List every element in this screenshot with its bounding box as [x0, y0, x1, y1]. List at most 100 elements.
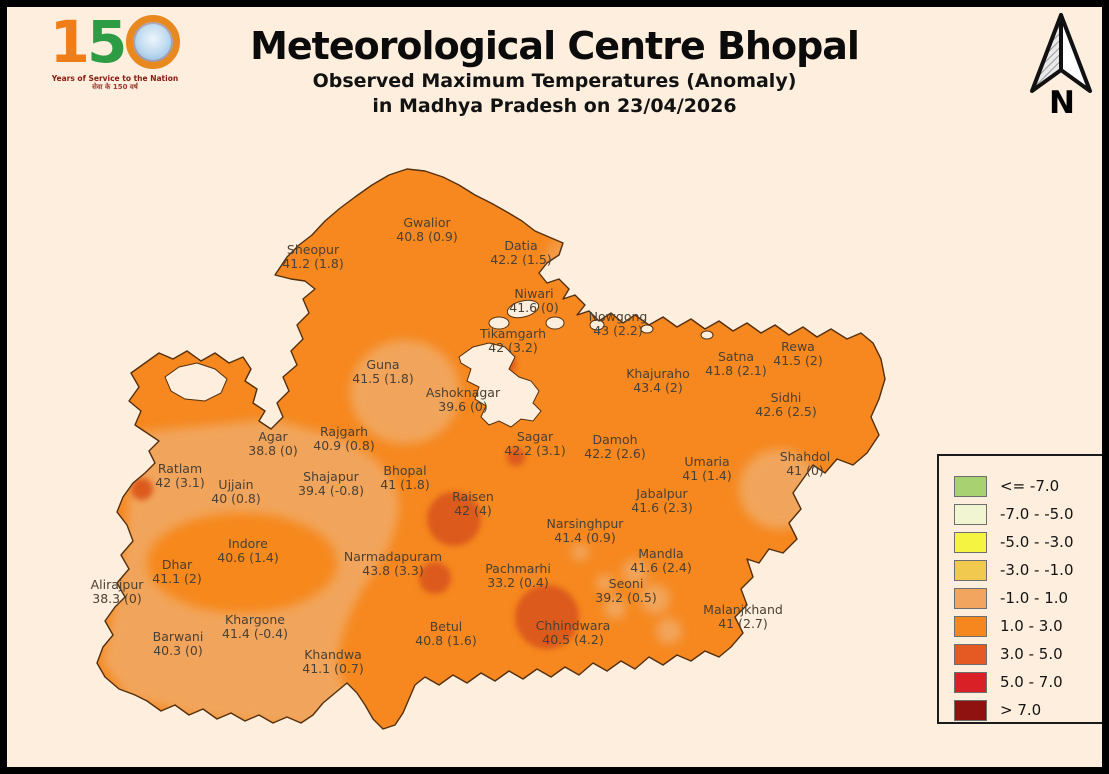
station-value: 43.8 (3.3) — [362, 563, 424, 578]
station-label: Seoni 39.2 (0.5) — [595, 577, 656, 605]
legend-swatch — [954, 531, 987, 553]
station-value: 41.2 (1.8) — [282, 256, 344, 271]
station-value: 41.6 (2.4) — [630, 560, 692, 575]
legend-row: > 7.0 — [954, 696, 1102, 724]
station-name: Dhar — [161, 557, 193, 572]
station-name: Seoni — [608, 576, 644, 591]
legend-row: 3.0 - 5.0 — [954, 640, 1102, 668]
legend-items: <= -7.0 -7.0 - -5.0 -5.0 - -3.0 -3.0 - -1.0… — [954, 472, 1102, 724]
station-value: 38.3 (0) — [92, 591, 142, 606]
station-label: Chhindwara 40.5 (4.2) — [536, 619, 611, 647]
legend-label: -1.0 - 1.0 — [1000, 589, 1069, 607]
station-value: 41.1 (0.7) — [302, 661, 364, 676]
station-labels: Sheopur 41.2 (1.8) Gwalior 40.8 (0.9) Datia 4… — [7, 7, 1102, 767]
station-name: Ratlam — [157, 461, 203, 476]
station-value: 41 (2.7) — [718, 616, 768, 631]
station-value: 41.8 (2.1) — [705, 363, 767, 378]
station-name: Ujjain — [218, 477, 254, 492]
station-label: Shajapur 39.4 (-0.8) — [298, 470, 364, 498]
station-name: Damoh — [592, 432, 638, 447]
madhya-pradesh-map — [96, 168, 886, 730]
station-label: Ashoknagar 39.6 (0) — [426, 386, 500, 414]
legend-label: -5.0 - -3.0 — [1000, 533, 1074, 551]
station-name: Umaria — [684, 454, 730, 469]
legend-row: -7.0 - -5.0 — [954, 500, 1102, 528]
station-name: Barwani — [152, 629, 204, 644]
station-value: 43.4 (2) — [633, 380, 683, 395]
station-name: Sidhi — [770, 390, 802, 405]
station-name: Agar — [258, 429, 288, 444]
station-name: Pachmarhi — [485, 561, 551, 576]
station-label: Umaria 41 (1.4) — [682, 455, 732, 483]
station-value: 41.6 (2.3) — [631, 500, 693, 515]
station-name: Indore — [228, 536, 268, 551]
legend-row: 5.0 - 7.0 — [954, 668, 1102, 696]
station-value: 41 (0) — [786, 463, 824, 478]
page-title: Meteorological Centre Bhopal — [250, 24, 860, 68]
legend-label: 1.0 - 3.0 — [1000, 617, 1063, 635]
station-name: Chhindwara — [535, 618, 611, 633]
station-name: Shajapur — [303, 469, 359, 484]
station-label: Niwari 41.6 (0) — [509, 287, 559, 315]
station-label: Alirajpur 38.3 (0) — [91, 578, 144, 606]
station-label: Bhopal 41 (1.8) — [380, 464, 430, 492]
station-value: 43 (2.2) — [593, 323, 643, 338]
logo-150-digits: 1 5 — [41, 11, 189, 73]
map-data-gaps — [164, 299, 714, 428]
legend-label: <= -7.0 — [1000, 477, 1060, 495]
legend-swatch — [954, 475, 987, 497]
station-name: Ashoknagar — [425, 385, 501, 400]
station-name: Rewa — [781, 339, 815, 354]
station-label: Betul 40.8 (1.6) — [415, 620, 476, 648]
station-value: 42.6 (2.5) — [755, 404, 817, 419]
station-name: Rajgarh — [320, 424, 368, 439]
station-value: 40.5 (4.2) — [542, 632, 604, 647]
legend-row: -3.0 - -1.0 — [954, 556, 1102, 584]
legend: <= -7.0 -7.0 - -5.0 -5.0 - -3.0 -3.0 - -1.0… — [937, 454, 1102, 724]
legend-label: > 7.0 — [1000, 701, 1042, 719]
station-label: Khajuraho 43.4 (2) — [626, 367, 690, 395]
north-arrow-icon: N — [1025, 11, 1097, 121]
station-name: Khajuraho — [626, 366, 690, 381]
station-label: Jabalpur 41.6 (2.3) — [631, 487, 692, 515]
legend-label: -3.0 - -1.0 — [1000, 561, 1074, 579]
station-name: Betul — [429, 619, 463, 634]
imd-emblem-icon — [126, 15, 181, 69]
legend-row: -1.0 - 1.0 — [954, 584, 1102, 612]
station-name: Datia — [504, 238, 538, 253]
station-value: 39.4 (-0.8) — [298, 483, 364, 498]
station-name: Guna — [366, 357, 400, 372]
logo-tagline: Years of Service to the Nation — [51, 74, 179, 83]
station-label: Pachmarhi 33.2 (0.4) — [485, 562, 551, 590]
legend-swatch — [954, 643, 987, 665]
station-label: Sheopur 41.2 (1.8) — [282, 243, 343, 271]
station-label: Narsinghpur 41.4 (0.9) — [547, 517, 624, 545]
legend-swatch — [954, 587, 987, 609]
station-value: 42 (3.2) — [488, 340, 538, 355]
station-label: Guna 41.5 (1.8) — [352, 358, 413, 386]
anomaly-zone-main-patch — [147, 513, 337, 613]
legend-row: <= -7.0 — [954, 472, 1102, 500]
station-value: 40.8 (0.9) — [396, 229, 458, 244]
station-label: Barwani 40.3 (0) — [153, 630, 204, 658]
station-name: Khargone — [225, 612, 285, 627]
legend-label: -7.0 - -5.0 — [1000, 505, 1074, 523]
header-titles: Meteorological Centre Bhopal Observed Ma… — [7, 23, 1102, 119]
station-label: Gwalior 40.8 (0.9) — [396, 216, 457, 244]
station-label: Dhar 41.1 (2) — [152, 558, 202, 586]
station-label: Indore 40.6 (1.4) — [217, 537, 278, 565]
station-label: Khargone 41.4 (-0.4) — [222, 613, 288, 641]
station-label: Datia 42.2 (1.5) — [490, 239, 551, 267]
station-name: Sagar — [516, 429, 554, 444]
station-name: Shahdol — [779, 449, 831, 464]
station-value: 40.3 (0) — [153, 643, 203, 658]
station-label: Raisen 42 (4) — [452, 490, 494, 518]
north-label: N — [1049, 85, 1075, 117]
station-value: 40.6 (1.4) — [217, 550, 279, 565]
station-label: Nowgong 43 (2.2) — [589, 310, 648, 338]
station-value: 41.6 (0) — [509, 300, 559, 315]
station-value: 41 (1.8) — [380, 477, 430, 492]
legend-swatch — [954, 615, 987, 637]
station-value: 39.2 (0.5) — [595, 590, 657, 605]
station-value: 41.5 (1.8) — [352, 371, 414, 386]
